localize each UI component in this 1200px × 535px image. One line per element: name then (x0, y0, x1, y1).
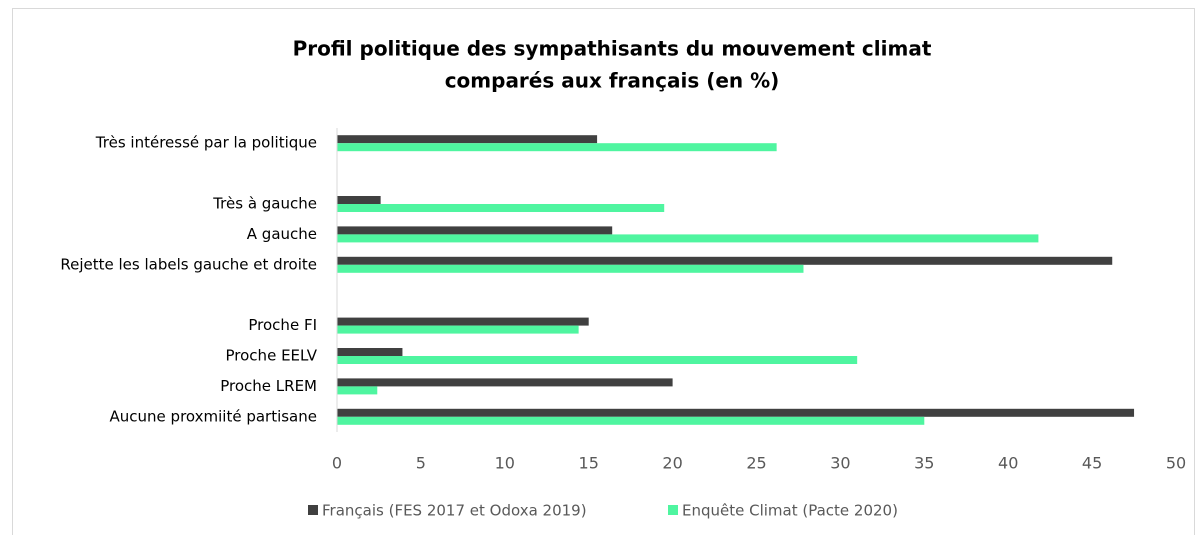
bar (337, 234, 1039, 243)
x-tick-label: 0 (332, 454, 342, 473)
chart-title: Profil politique des sympathisants du mo… (293, 37, 932, 61)
x-tick-label: 30 (830, 454, 850, 473)
x-tick-label: 10 (495, 454, 515, 473)
bar (337, 408, 1135, 417)
x-tick-label: 50 (1166, 454, 1186, 473)
y-tick-label: Proche FI (248, 316, 317, 334)
y-tick-label: Aucune proxmiité partisane (110, 407, 317, 425)
y-tick-label: Proche LREM (220, 377, 317, 395)
x-tick-label: 20 (662, 454, 682, 473)
x-tick-label: 35 (914, 454, 934, 473)
bar (337, 356, 858, 364)
bar (337, 317, 589, 326)
legend-swatch (668, 505, 678, 515)
bar (337, 135, 598, 144)
bar (337, 378, 673, 387)
x-tick-label: 25 (746, 454, 766, 473)
bar (337, 348, 403, 356)
bar (337, 196, 381, 204)
legend-label: Enquête Climat (Pacte 2020) (682, 502, 898, 520)
bar (337, 226, 613, 235)
y-tick-label: Proche EELV (226, 347, 318, 365)
bar (337, 204, 665, 212)
bar (337, 143, 777, 152)
y-tick-label: A gauche (247, 225, 317, 243)
bar (337, 256, 1113, 265)
y-tick-label: Très à gauche (212, 195, 317, 213)
y-tick-label: Rejette les labels gauche et droite (60, 255, 317, 273)
legend-swatch (308, 505, 318, 515)
bar (337, 416, 925, 425)
legend-label: Français (FES 2017 et Odoxa 2019) (322, 502, 587, 520)
bar (337, 386, 378, 395)
chart-title: comparés aux français (en %) (445, 69, 780, 93)
x-tick-label: 45 (1082, 454, 1102, 473)
x-tick-label: 5 (416, 454, 426, 473)
bar (337, 264, 804, 273)
y-tick-label: Très intéressé par la politique (95, 134, 317, 152)
x-tick-label: 15 (579, 454, 599, 473)
bar (337, 325, 579, 334)
x-tick-label: 40 (998, 454, 1018, 473)
